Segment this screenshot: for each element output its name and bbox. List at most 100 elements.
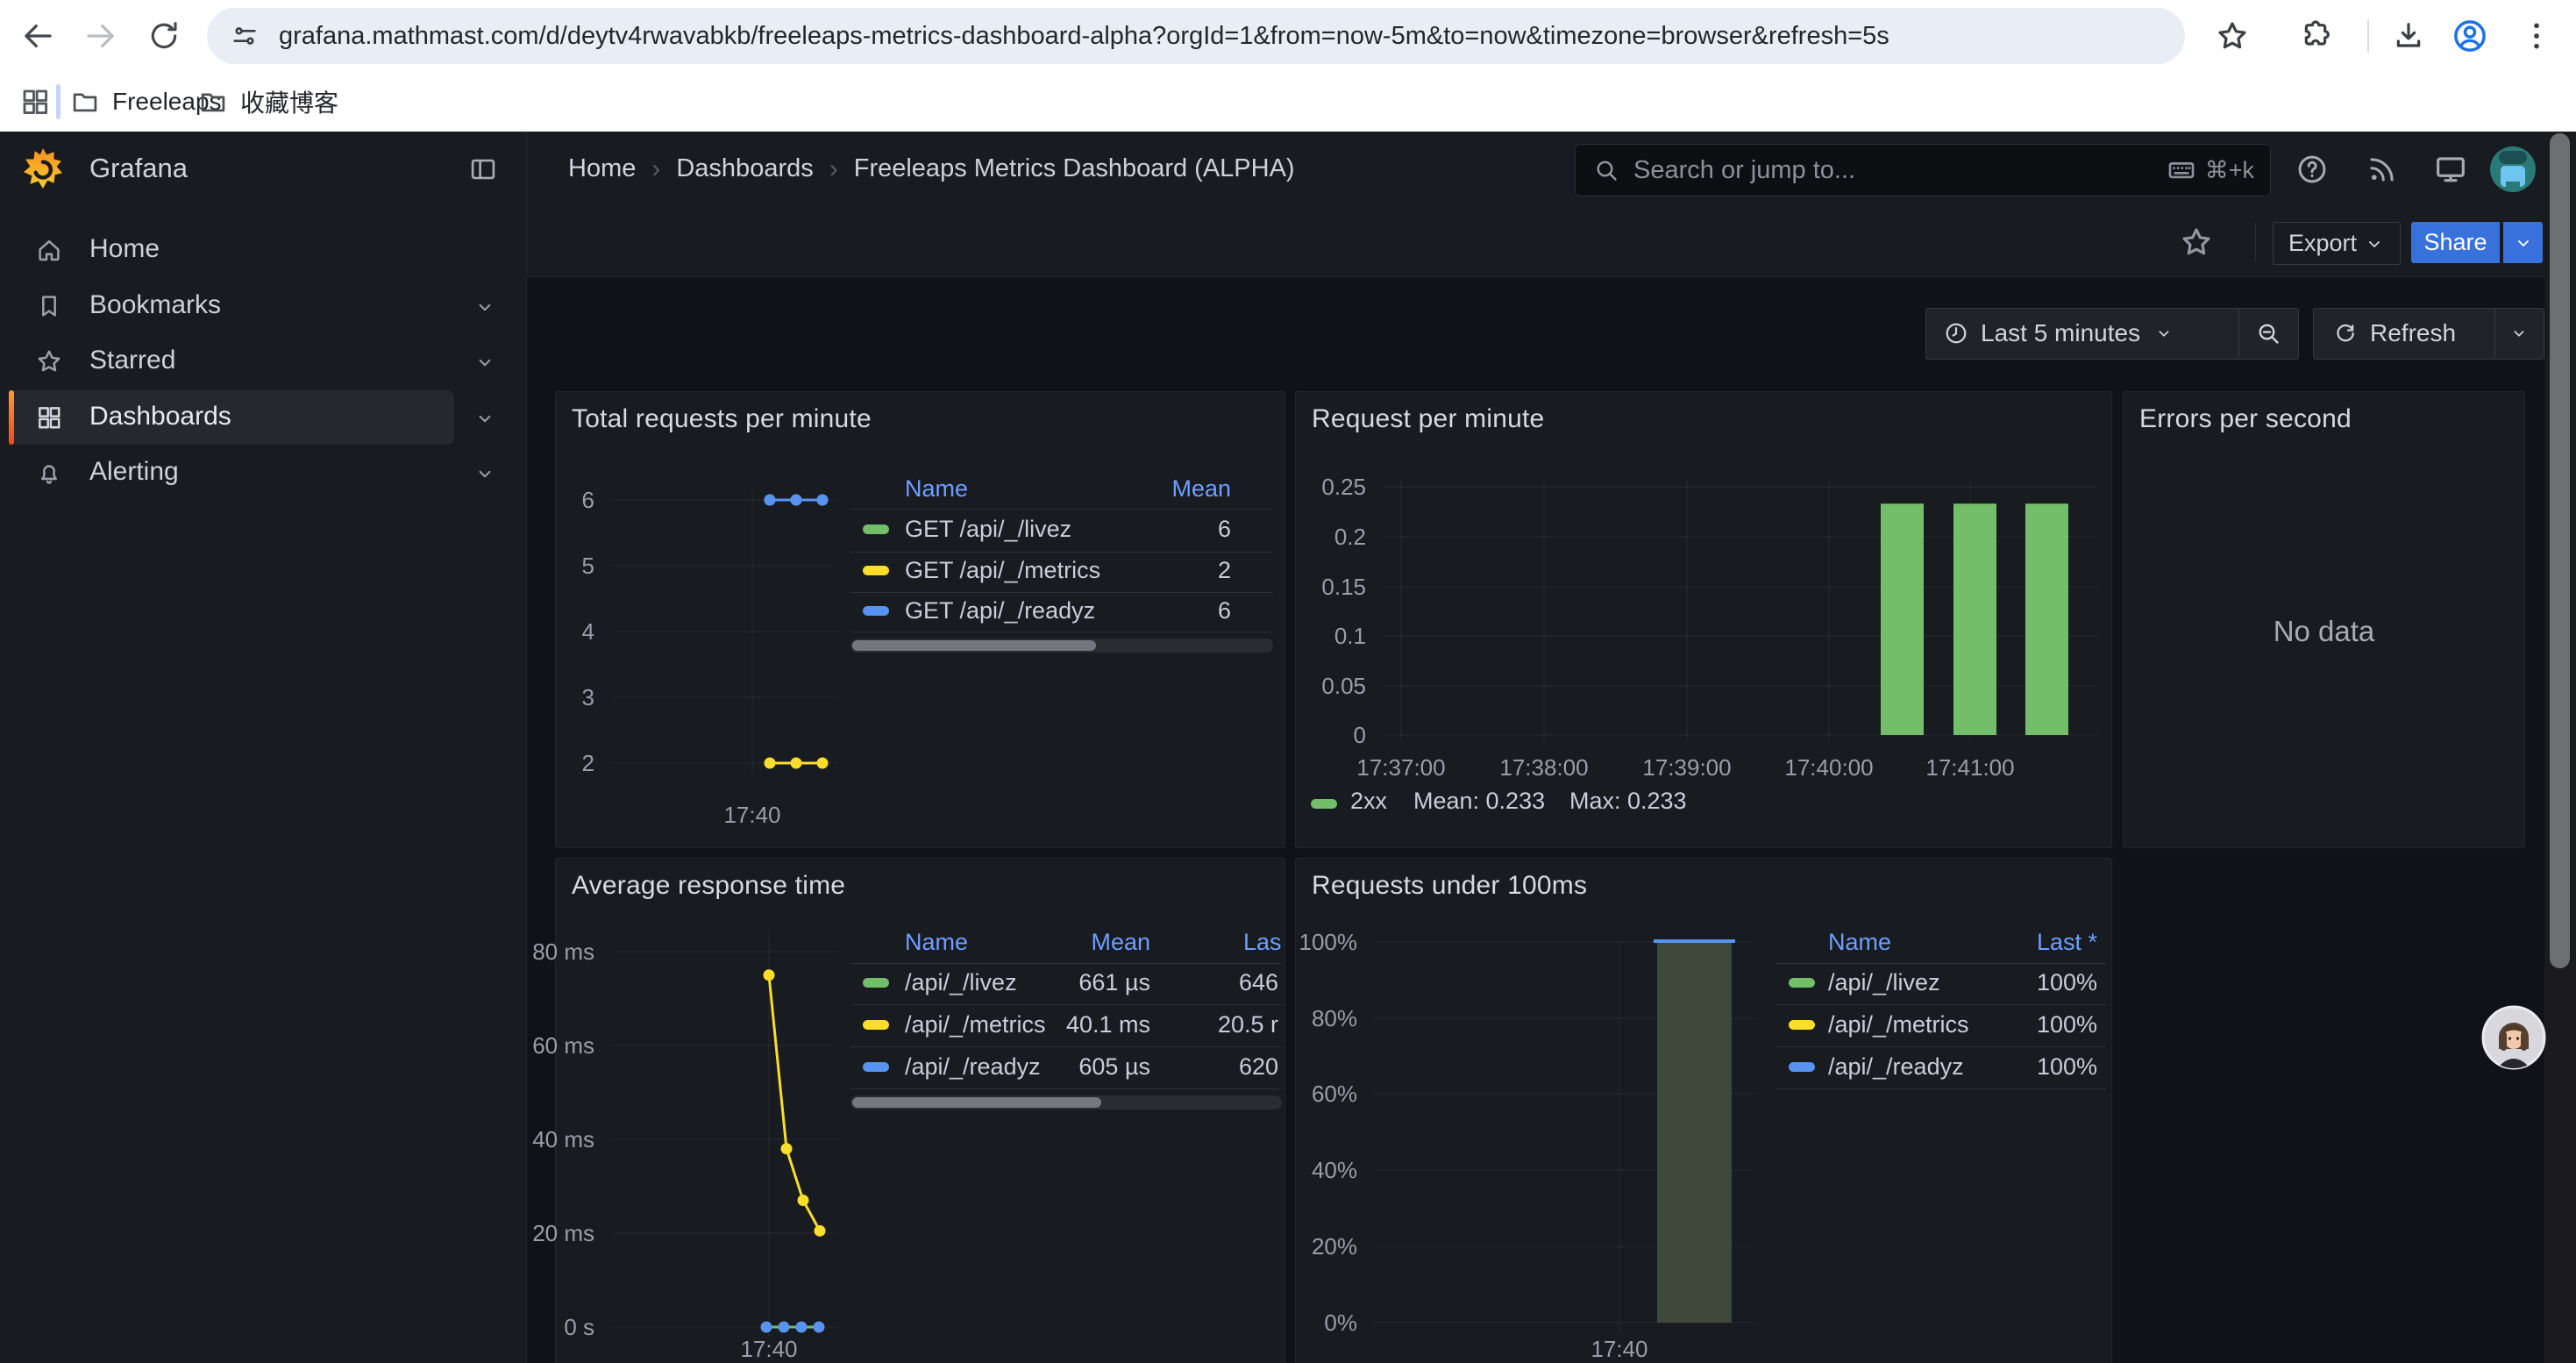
legend-row[interactable]: /api/_/metrics40.1 ms20.5 r <box>850 1011 1282 1041</box>
folder-icon <box>70 87 100 117</box>
series-name[interactable]: GET /api/_/livez <box>905 516 1071 543</box>
bookmark-page-button[interactable] <box>2210 14 2254 58</box>
refresh-button[interactable]: Refresh <box>2314 309 2494 357</box>
legend-header[interactable]: Last * <box>2037 929 2097 956</box>
legend-table: NameMeanGET /api/_/livez6GET /api/_/metr… <box>850 465 1273 660</box>
sidebar-item-dashboards[interactable] <box>9 390 454 445</box>
zoom-out-button[interactable] <box>2239 309 2297 357</box>
series-name[interactable]: /api/_/livez <box>1828 969 1940 996</box>
series-color-chip <box>863 566 889 575</box>
series-name[interactable]: /api/_/readyz <box>1828 1053 1964 1081</box>
legend-scrollbar-thumb[interactable] <box>852 640 1096 651</box>
browser-menu-button[interactable] <box>2515 14 2558 58</box>
chevron-down-icon[interactable] <box>473 296 496 318</box>
avatar-hair <box>2499 151 2527 164</box>
series-name[interactable]: /api/_/readyz <box>905 1053 1041 1081</box>
forward-button[interactable] <box>81 16 121 56</box>
folder-icon <box>198 87 228 117</box>
sidebar-item-starred[interactable] <box>9 334 454 389</box>
bookmarks-drag-indicator <box>56 84 60 119</box>
series-name[interactable]: /api/_/metrics <box>1828 1011 1969 1038</box>
sidebar-item-label: Alerting <box>89 457 179 487</box>
url-text: grafana.mathmast.com/d/deytv4rwavabkb/fr… <box>279 22 1889 51</box>
floating-assistant-avatar[interactable] <box>2481 1005 2546 1070</box>
news-button[interactable] <box>2360 147 2404 191</box>
help-button[interactable] <box>2290 147 2334 191</box>
dock-menu-button[interactable] <box>463 149 503 189</box>
series-name[interactable]: /api/_/metrics <box>905 1011 1046 1038</box>
legend-row[interactable]: GET /api/_/readyz 6 <box>850 597 1273 627</box>
chevron-down-icon[interactable] <box>473 462 496 485</box>
panel-title[interactable]: Requests under 100ms <box>1312 871 1587 901</box>
panel-errors-per-second: Errors per second No data <box>2123 391 2525 848</box>
time-range-picker[interactable]: Last 5 minutes <box>1926 309 2238 357</box>
legend-row[interactable]: /api/_/metrics 100% <box>1775 1011 2106 1041</box>
downloads-button[interactable] <box>2387 14 2430 58</box>
sidebar-item-label: Dashboards <box>89 402 231 432</box>
panel-title[interactable]: Errors per second <box>2139 404 2352 434</box>
apps-grid-icon <box>19 86 51 118</box>
breadcrumb-current: Freeleaps Metrics Dashboard (ALPHA) <box>854 154 1295 183</box>
breadcrumb-dashboards[interactable]: Dashboards <box>676 154 813 183</box>
legend-header[interactable]: Name <box>905 475 968 503</box>
legend-row[interactable]: /api/_/readyz100% <box>1775 1053 2106 1083</box>
legend-row[interactable]: /api/_/livez100% <box>1775 969 2106 999</box>
sidebar-item-home[interactable] <box>9 223 454 277</box>
panel-title[interactable]: Total requests per minute <box>572 404 872 434</box>
series-value: 661 µs <box>1078 969 1150 996</box>
browser-scrollbar-thumb[interactable] <box>2550 133 2570 968</box>
back-button[interactable] <box>18 16 58 56</box>
site-settings-icon[interactable] <box>230 21 260 51</box>
legend-row[interactable]: /api/_/readyz605 µs620 <box>850 1053 1282 1083</box>
reload-button[interactable] <box>144 16 184 56</box>
search-input[interactable]: Search or jump to... ⌘+k <box>1575 144 2271 196</box>
panel-title[interactable]: Request per minute <box>1312 404 1544 434</box>
legend-header[interactable]: Las <box>1243 929 1282 956</box>
kiosk-mode-button[interactable] <box>2429 147 2473 191</box>
legend-header[interactable]: Mean <box>1171 475 1231 503</box>
refresh-label: Refresh <box>2370 319 2456 347</box>
share-menu-button[interactable] <box>2501 222 2543 263</box>
user-avatar[interactable] <box>2490 146 2536 192</box>
series-color-chip <box>1789 1020 1815 1030</box>
legend-row[interactable]: 2xxMean: 0.233Max: 0.233 <box>1311 788 1960 819</box>
legend-header[interactable]: Name <box>1828 929 1891 956</box>
legend-header[interactable]: Mean <box>1091 929 1150 956</box>
chevron-down-icon <box>2513 232 2534 253</box>
refresh-interval-button[interactable] <box>2495 309 2543 357</box>
sidebar: HomeBookmarksStarredDashboardsAlerting <box>0 207 526 1363</box>
legend-row[interactable]: GET /api/_/livez6 <box>850 516 1273 546</box>
legend-row[interactable]: /api/_/livez661 µs646 <box>850 969 1282 999</box>
url-bar[interactable]: grafana.mathmast.com/d/deytv4rwavabkb/fr… <box>207 8 2185 64</box>
legend-scrollbar-thumb[interactable] <box>852 1097 1101 1108</box>
bookmark-folder-blogs[interactable]: 收藏博客 <box>198 81 338 123</box>
series-name[interactable]: 2xx <box>1350 788 1387 815</box>
series-name[interactable]: /api/_/livez <box>905 969 1017 996</box>
sidebar-item-bookmarks[interactable] <box>9 279 454 333</box>
series-color-chip <box>863 525 889 534</box>
panel-title[interactable]: Average response time <box>572 871 845 901</box>
legend-header[interactable]: Name <box>905 929 968 956</box>
bookmark-icon <box>35 292 63 320</box>
chevron-down-icon <box>2154 324 2174 343</box>
legend-row[interactable]: GET /api/_/metrics2 <box>850 557 1273 587</box>
export-button[interactable]: Export <box>2273 222 2401 265</box>
breadcrumb-home[interactable]: Home <box>568 154 636 183</box>
sidebar-item-alerting[interactable] <box>9 446 454 500</box>
series-name[interactable]: GET /api/_/metrics <box>905 557 1100 584</box>
series-name[interactable]: GET /api/_/readyz <box>905 597 1095 624</box>
chevron-down-icon[interactable] <box>473 407 496 430</box>
profile-button[interactable] <box>2448 14 2492 58</box>
series-value: 6 <box>1218 597 1231 624</box>
share-button[interactable]: Share <box>2411 222 2500 263</box>
grafana-brand: Grafana <box>89 153 188 184</box>
series-value: 605 µs <box>1078 1053 1150 1081</box>
favorite-dashboard-button[interactable] <box>2174 220 2218 264</box>
grafana-logo-icon[interactable] <box>23 146 63 191</box>
extensions-button[interactable] <box>2294 14 2338 58</box>
tab-groups-button[interactable] <box>16 82 54 121</box>
panel-request-per-minute: Request per minute <box>1295 391 2112 848</box>
browser-scrollbar-track[interactable] <box>2544 132 2576 1363</box>
chevron-down-icon[interactable] <box>473 351 496 374</box>
series-value: 100% <box>2037 1011 2097 1038</box>
